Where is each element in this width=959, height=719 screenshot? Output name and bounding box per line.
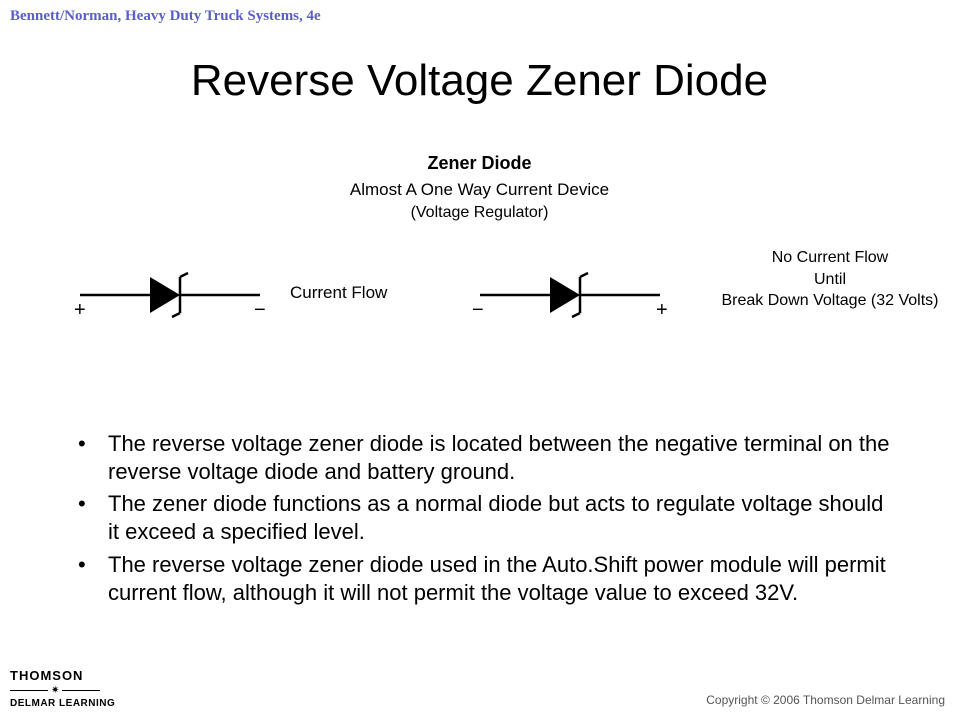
book-reference: Bennett/Norman, Heavy Duty Truck Systems… (10, 8, 321, 25)
diagram-area: + − Current Flow − + No Current Flow Unt… (0, 255, 959, 385)
zener-reverse-icon (480, 265, 660, 325)
current-flow-label: Current Flow (290, 283, 387, 303)
caption-line-1: Zener Diode (0, 153, 959, 174)
star-icon: ✷ (51, 685, 59, 696)
plus-sign: + (656, 299, 668, 322)
publisher-top: THOMSON (10, 668, 115, 683)
zener-reverse-block: − + (460, 255, 720, 335)
reverse-caption-l3: Break Down Voltage (32 Volts) (715, 290, 945, 312)
caption-line-3: (Voltage Regulator) (0, 204, 959, 222)
copyright-text: Copyright © 2006 Thomson Delmar Learning (706, 693, 945, 707)
minus-sign: − (472, 299, 484, 322)
minus-sign: − (254, 299, 266, 322)
zener-forward-icon (80, 265, 260, 325)
reverse-caption: No Current Flow Until Break Down Voltage… (715, 247, 945, 312)
bullet-list: The reverse voltage zener diode is locat… (78, 430, 898, 611)
zener-forward-block: + − Current Flow (70, 255, 410, 335)
publisher-bottom: DELMAR LEARNING (10, 698, 115, 709)
caption-line-2: Almost A One Way Current Device (0, 180, 959, 200)
plus-sign: + (74, 299, 86, 322)
reverse-caption-l2: Until (715, 269, 945, 291)
page-title: Reverse Voltage Zener Diode (0, 56, 959, 106)
publisher-logo: THOMSON ✷ DELMAR LEARNING (10, 668, 115, 709)
bullet-item: The zener diode functions as a normal di… (78, 490, 898, 546)
bullet-item: The reverse voltage zener diode is locat… (78, 430, 898, 486)
bullet-item: The reverse voltage zener diode used in … (78, 551, 898, 607)
reverse-caption-l1: No Current Flow (715, 247, 945, 269)
diagram-caption: Zener Diode Almost A One Way Current Dev… (0, 153, 959, 222)
logo-divider: ✷ (10, 685, 115, 696)
